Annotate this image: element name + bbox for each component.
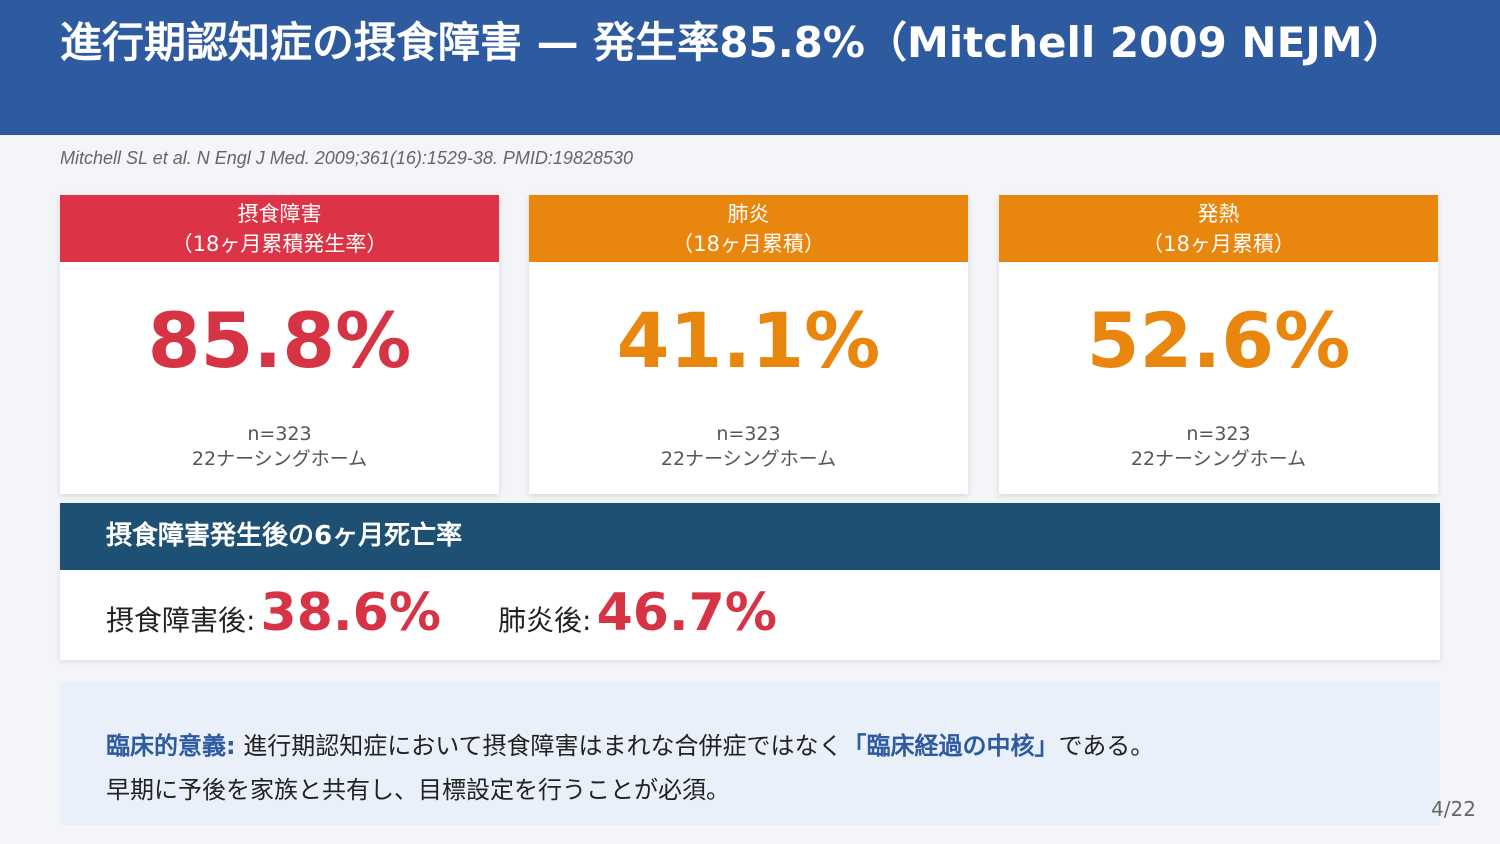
card-note: n=323 22ナーシングホーム [60,422,499,472]
citation: Mitchell SL et al. N Engl J Med. 2009;36… [60,148,634,168]
stat-card-dysphagia: 摂食障害 （18ヶ月累積発生率） 85.8% n=323 22ナーシングホーム [60,195,499,494]
card-value: 41.1% [616,296,881,385]
mortality-title: 摂食障害発生後の6ヶ月死亡率 [60,503,1440,570]
card-sample-size: n=323 [1186,423,1251,445]
card-sites: 22ナーシングホーム [191,448,368,470]
mortality-item-pneumonia: 肺炎後: 46.7% [498,583,777,643]
card-sites: 22ナーシングホーム [660,448,837,470]
mortality-label: 摂食障害後: [106,604,256,637]
card-value: 52.6% [1086,296,1351,385]
card-subtitle: （18ヶ月累積発生率） [171,232,388,256]
slide-title: 進行期認知症の摂食障害 — 発生率85.8%（Mitchell 2009 NEJ… [60,18,1405,67]
slide-header: 進行期認知症の摂食障害 — 発生率85.8%（Mitchell 2009 NEJ… [0,0,1500,135]
card-value: 85.8% [147,296,412,385]
stat-card-fever: 発熱 （18ヶ月累積） 52.6% n=323 22ナーシングホーム [999,195,1438,494]
card-title: 摂食障害 [237,202,322,226]
significance-line-1: 臨床的意義: 進行期認知症において摂食障害はまれな合併症ではなく「臨床経過の中核… [106,724,1440,768]
card-sites: 22ナーシングホーム [1130,448,1307,470]
mortality-panel: 摂食障害発生後の6ヶ月死亡率 摂食障害後: 38.6% 肺炎後: 46.7% [60,503,1440,660]
card-note: n=323 22ナーシングホーム [999,422,1438,472]
card-title: 発熱 [1197,202,1240,226]
mortality-item-dysphagia: 摂食障害後: 38.6% [106,583,441,643]
significance-text-end: である。 [1058,732,1155,760]
card-subtitle: （18ヶ月累積） [1142,232,1295,256]
significance-label: 臨床的意義: [106,732,236,760]
card-title: 肺炎 [727,202,770,226]
card-header: 摂食障害 （18ヶ月累積発生率） [60,195,499,262]
card-note: n=323 22ナーシングホーム [529,422,968,472]
card-subtitle: （18ヶ月累積） [672,232,825,256]
clinical-significance-box: 臨床的意義: 進行期認知症において摂食障害はまれな合併症ではなく「臨床経過の中核… [60,682,1440,825]
mortality-value: 46.7% [596,583,777,643]
significance-highlight: 「臨床経過の中核」 [842,732,1059,760]
card-header: 発熱 （18ヶ月累積） [999,195,1438,262]
card-header: 肺炎 （18ヶ月累積） [529,195,968,262]
significance-line-2: 早期に予後を家族と共有し、目標設定を行うことが必須。 [106,776,730,804]
page-number: 4/22 [1431,797,1476,821]
card-sample-size: n=323 [247,423,312,445]
mortality-label: 肺炎後: [498,604,592,637]
mortality-value: 38.6% [260,583,441,643]
significance-text: 進行期認知症において摂食障害はまれな合併症ではなく [235,732,843,760]
card-sample-size: n=323 [716,423,781,445]
mortality-row: 摂食障害後: 38.6% 肺炎後: 46.7% [106,583,829,643]
stat-card-pneumonia: 肺炎 （18ヶ月累積） 41.1% n=323 22ナーシングホーム [529,195,968,494]
